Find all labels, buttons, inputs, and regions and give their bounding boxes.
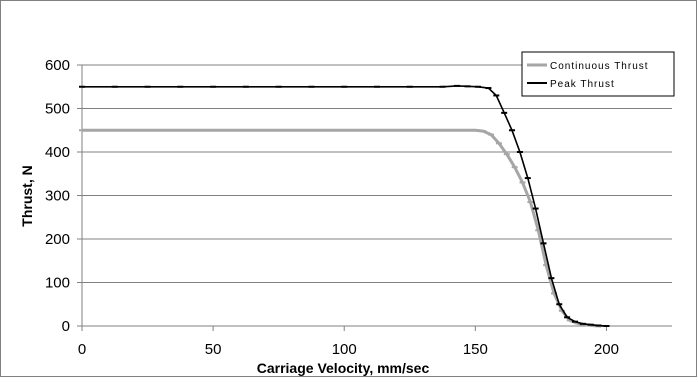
y-tick-label: 500 (45, 101, 70, 118)
x-tick-label: 150 (463, 341, 488, 358)
tick-labels: 0 100 200 300 400 500 600 0 50 100 150 200 (45, 57, 619, 358)
x-tick-label: 0 (78, 341, 86, 358)
y-tick-label: 400 (45, 144, 70, 161)
axes (77, 64, 672, 331)
legend-label-peak: Peak Thrust (550, 79, 615, 90)
y-tick-label: 600 (45, 57, 70, 74)
x-axis-title: Carriage Velocity, mm/sec (257, 360, 430, 376)
y-axis-title: Thrust, N (19, 165, 35, 226)
series (79, 84, 610, 328)
x-tick-label: 50 (205, 341, 222, 358)
y-tick-label: 200 (45, 231, 70, 248)
y-tick-label: 100 (45, 275, 70, 292)
y-tick-label: 0 (62, 318, 70, 335)
x-tick-label: 100 (332, 341, 357, 358)
legend-box (521, 51, 675, 97)
legend-label-continuous: Continuous Thrust (550, 61, 649, 72)
y-tick-label: 300 (45, 188, 70, 205)
x-tick-label: 200 (594, 341, 619, 358)
legend: Continuous Thrust Peak Thrust (521, 51, 675, 97)
